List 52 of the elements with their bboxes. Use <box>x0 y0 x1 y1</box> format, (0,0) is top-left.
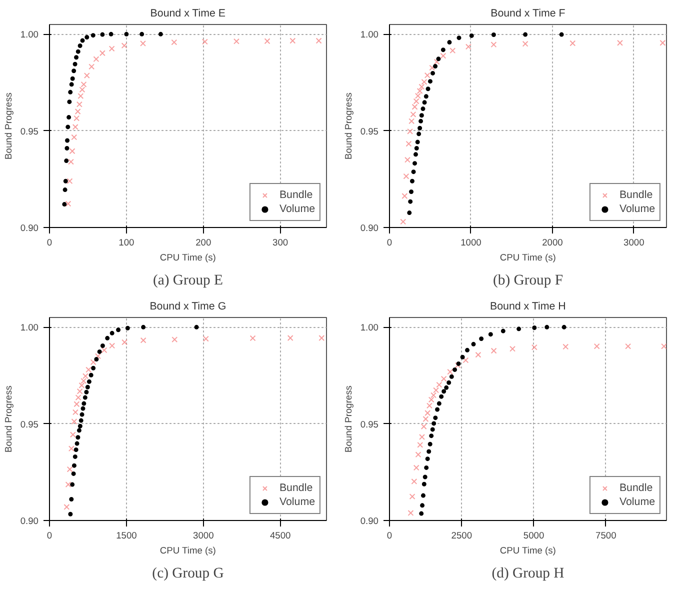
chart-title: Bound x Time G <box>150 300 226 312</box>
text: (b) Group F <box>492 272 564 288</box>
y-axis-title: Bound Progress <box>3 385 14 452</box>
y-axis-title: Bound Progress <box>3 92 14 160</box>
x-axis-title: CPU Time (s) <box>500 546 556 556</box>
x-tick-label: 0 <box>386 530 392 540</box>
x-axis-title: CPU Time (s) <box>160 546 216 556</box>
y-tick-label: 0.95 <box>360 419 378 430</box>
y-tick-label: 1.00 <box>20 30 38 40</box>
legend-label: Bundle <box>619 188 653 202</box>
x-tick-label: 2000 <box>542 238 563 248</box>
legend-label: Volume <box>279 202 315 216</box>
x-tick-label: 1500 <box>116 530 137 540</box>
x-tick-label: 1000 <box>460 238 482 248</box>
y-tick-label: 1.00 <box>360 30 378 40</box>
chart-title: Bound x Time H <box>490 300 566 312</box>
chart-title: Bound x Time F <box>490 8 566 20</box>
x-axis-title: CPU Time (s) <box>160 252 216 262</box>
x-tick-label: 0 <box>46 530 52 540</box>
text: (a) Group E <box>153 272 224 288</box>
legend-label: Volume <box>279 495 315 509</box>
legend-label: Volume <box>619 202 655 216</box>
legend-label: Bundle <box>279 481 313 495</box>
x-tick-label: 0 <box>46 238 52 248</box>
x-tick-label: 4500 <box>270 530 291 540</box>
x-axis-title: CPU Time (s) <box>500 252 556 262</box>
y-tick-label: 0.90 <box>20 223 38 233</box>
chart-title: Bound x Time E <box>150 8 226 20</box>
y-tick-label: 1.00 <box>360 322 378 333</box>
x-tick-label: 200 <box>196 238 212 248</box>
x-tick-label: 3000 <box>624 238 644 248</box>
legend-label: Volume <box>619 495 655 509</box>
y-tick-label: 1.00 <box>20 322 38 333</box>
y-tick-label: 0.95 <box>20 126 38 136</box>
y-tick-label: 0.95 <box>360 126 378 136</box>
x-tick-label: 0 <box>386 238 392 248</box>
x-tick-label: 7500 <box>596 530 616 540</box>
y-tick-label: 0.90 <box>20 516 38 526</box>
legend-label: Bundle <box>279 188 313 202</box>
y-tick-label: 0.90 <box>360 223 378 233</box>
y-axis-title: Bound Progress <box>343 92 354 160</box>
y-tick-label: 0.95 <box>20 419 38 430</box>
x-tick-label: 2500 <box>451 530 472 540</box>
legend-label: Bundle <box>619 481 653 495</box>
text: (c) Group G <box>152 566 224 582</box>
x-tick-label: 3000 <box>193 530 214 540</box>
y-axis-title: Bound Progress <box>343 385 354 452</box>
y-tick-label: 0.90 <box>360 516 378 526</box>
x-tick-label: 100 <box>118 238 134 248</box>
text: (d) Group H <box>492 566 565 582</box>
x-tick-label: 5000 <box>523 530 544 540</box>
x-tick-label: 300 <box>272 238 288 248</box>
